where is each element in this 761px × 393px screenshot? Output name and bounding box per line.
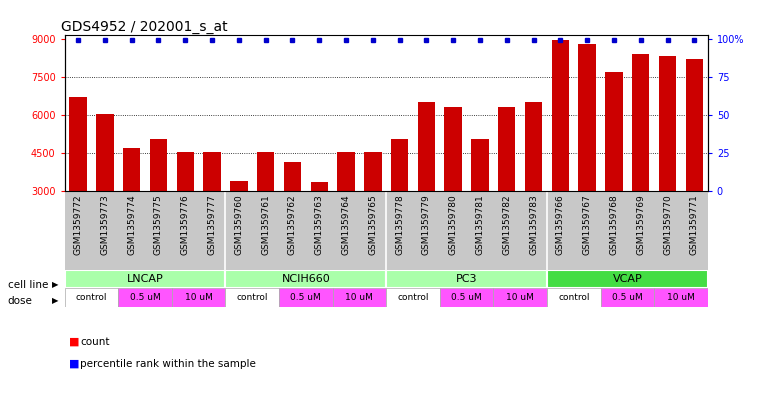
Text: LNCAP: LNCAP [126,274,164,284]
Bar [284,162,301,191]
Text: GSM1359779: GSM1359779 [422,195,431,255]
Bar [279,288,333,307]
Bar [552,40,569,191]
Text: control: control [558,293,590,302]
Text: control: control [397,293,428,302]
Text: ■: ■ [68,358,79,369]
Text: cell line: cell line [8,280,48,290]
Text: GSM1359761: GSM1359761 [261,195,270,255]
Bar [659,55,677,191]
Bar [418,102,435,191]
Bar [65,270,225,288]
Bar [69,97,87,191]
Bar [493,288,547,307]
Text: GSM1359773: GSM1359773 [100,195,110,255]
Bar [177,152,194,191]
Bar [498,107,515,191]
Text: control: control [76,293,107,302]
Bar [391,139,409,191]
Bar [387,270,547,288]
Text: ▶: ▶ [52,281,59,289]
Text: count: count [80,337,110,347]
Text: dose: dose [8,296,33,306]
Text: GSM1359783: GSM1359783 [529,195,538,255]
Bar [225,288,279,307]
Text: GSM1359775: GSM1359775 [154,195,163,255]
Text: GSM1359762: GSM1359762 [288,195,297,255]
Text: GSM1359766: GSM1359766 [556,195,565,255]
Text: GSM1359771: GSM1359771 [689,195,699,255]
Bar [654,288,708,307]
Text: ■: ■ [68,337,79,347]
Bar [337,152,355,191]
Bar [444,107,462,191]
Bar [686,59,703,191]
Bar [225,270,387,288]
Text: GSM1359781: GSM1359781 [476,195,485,255]
Text: GSM1359769: GSM1359769 [636,195,645,255]
Bar [605,72,622,191]
Bar [203,152,221,191]
Text: GSM1359768: GSM1359768 [610,195,619,255]
Bar [632,54,649,191]
Bar [333,288,387,307]
Text: GSM1359774: GSM1359774 [127,195,136,255]
Bar [600,288,654,307]
Bar [65,288,118,307]
Text: 0.5 uM: 0.5 uM [129,293,161,302]
Text: ▶: ▶ [52,296,59,305]
Text: GDS4952 / 202001_s_at: GDS4952 / 202001_s_at [62,20,228,34]
Text: GSM1359760: GSM1359760 [234,195,244,255]
Text: 0.5 uM: 0.5 uM [291,293,321,302]
Bar [547,270,708,288]
Text: GSM1359767: GSM1359767 [583,195,591,255]
Bar [387,288,440,307]
Text: GSM1359782: GSM1359782 [502,195,511,255]
Bar [172,288,225,307]
Bar [364,152,381,191]
Text: GSM1359776: GSM1359776 [181,195,189,255]
Text: 10 uM: 10 uM [185,293,212,302]
Bar [547,288,600,307]
Bar [525,102,543,191]
Bar [230,181,247,191]
Text: control: control [237,293,268,302]
Text: GSM1359772: GSM1359772 [74,195,83,255]
Text: GSM1359770: GSM1359770 [663,195,672,255]
Bar [471,139,489,191]
Bar [310,182,328,191]
Text: GSM1359778: GSM1359778 [395,195,404,255]
Text: 10 uM: 10 uM [345,293,374,302]
Bar [578,44,596,191]
Bar [440,288,493,307]
Text: GSM1359763: GSM1359763 [315,195,323,255]
Text: 0.5 uM: 0.5 uM [612,293,643,302]
Text: GSM1359765: GSM1359765 [368,195,377,255]
Text: 0.5 uM: 0.5 uM [451,293,482,302]
Text: GSM1359780: GSM1359780 [449,195,457,255]
Bar [150,139,167,191]
Bar [123,148,140,191]
Text: GSM1359764: GSM1359764 [342,195,351,255]
Text: 10 uM: 10 uM [667,293,695,302]
Text: 10 uM: 10 uM [506,293,534,302]
Text: percentile rank within the sample: percentile rank within the sample [80,358,256,369]
Text: PC3: PC3 [456,274,477,284]
Bar [96,114,113,191]
Text: VCAP: VCAP [613,274,642,284]
Bar [257,152,275,191]
Text: NCIH660: NCIH660 [282,274,330,284]
Bar [118,288,172,307]
Text: GSM1359777: GSM1359777 [208,195,217,255]
